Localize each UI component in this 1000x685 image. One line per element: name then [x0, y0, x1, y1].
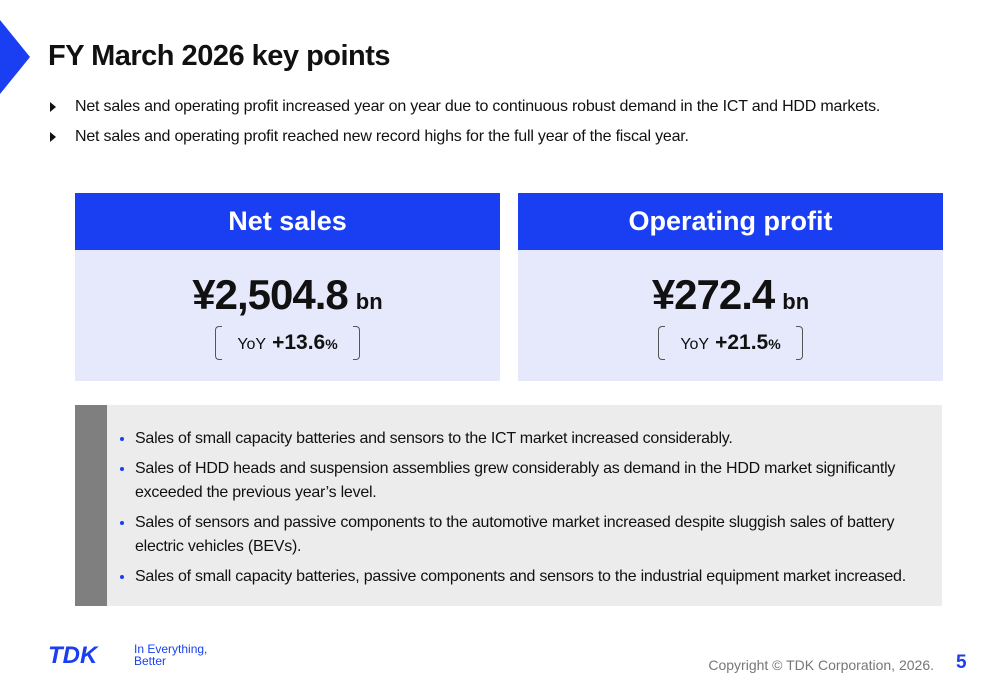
detail: Sales of small capacity batteries, passi… [135, 565, 925, 589]
unit: bn [355, 289, 383, 314]
value: ¥272.4 [651, 271, 775, 318]
card-title: Net sales [75, 193, 500, 250]
tagline-line: In Everything, [134, 642, 208, 656]
yoy-unit: % [325, 336, 338, 352]
logo: TDK [48, 642, 98, 669]
highlight: Net sales and operating profit increased… [75, 98, 881, 115]
unit: bn [782, 289, 810, 314]
detail: Sales of sensors and passive components … [135, 511, 925, 559]
card-title: Operating profit [518, 193, 943, 250]
yoy-value: +21.5 [715, 331, 769, 354]
yoy-value: +13.6 [272, 331, 326, 354]
highlight: Net sales and operating profit reached n… [75, 128, 689, 145]
yoy-unit: % [768, 336, 781, 352]
slide-title: FY March 2026 key points [48, 40, 391, 72]
yoy-label: YoY [237, 336, 267, 353]
card: Net sales ¥2,504.8 bn YoY +13.6% [75, 193, 500, 381]
yoy: YoY +13.6% [75, 326, 500, 360]
details-box: Sales of small capacity batteries and se… [75, 405, 942, 606]
page-number: 5 [956, 652, 967, 673]
copyright: Copyright © TDK Corporation, 2026. [708, 657, 934, 673]
tagline: In Everything, Better [134, 643, 207, 667]
bullet-arrow [50, 132, 56, 142]
value: ¥2,504.8 [192, 271, 348, 318]
tagline-line: Better [134, 654, 167, 668]
detail: Sales of small capacity batteries and se… [135, 427, 925, 451]
card-value: ¥2,504.8 bn [75, 271, 500, 319]
card: Operating profit ¥272.4 bn YoY +21.5% [518, 193, 943, 381]
accent-triangle [0, 20, 30, 94]
yoy: YoY +21.5% [518, 326, 943, 360]
side-bar [75, 405, 107, 606]
yoy-label: YoY [680, 336, 710, 353]
bullet-arrow [50, 102, 56, 112]
details-list: Sales of small capacity batteries and se… [117, 427, 925, 595]
detail: Sales of HDD heads and suspension assemb… [135, 457, 925, 505]
card-value: ¥272.4 bn [518, 271, 943, 319]
